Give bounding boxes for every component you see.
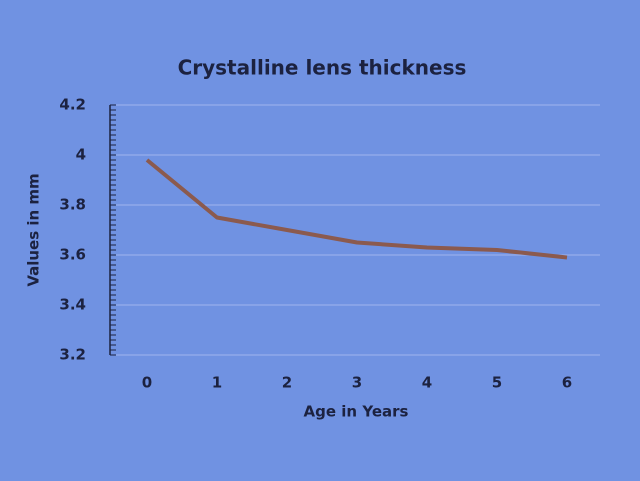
x-tick-label: 6	[562, 374, 572, 392]
y-tick-label: 3.8	[59, 196, 86, 214]
y-tick-label: 3.2	[59, 346, 86, 364]
x-tick-label: 4	[422, 374, 432, 392]
x-tick-label: 0	[142, 374, 152, 392]
x-tick-label: 1	[212, 374, 222, 392]
x-axis-label: Age in Years	[304, 403, 409, 421]
y-tick-label: 3.6	[59, 246, 86, 264]
x-tick-label: 3	[352, 374, 362, 392]
chart-title: Crystalline lens thickness	[178, 56, 467, 80]
data-line	[145, 158, 568, 260]
x-tick-label: 2	[282, 374, 292, 392]
y-axis-label: Values in mm	[25, 173, 43, 286]
y-tick-label: 4.2	[59, 96, 86, 114]
y-tick-label: 3.4	[59, 296, 86, 314]
y-tick-label: 4	[76, 146, 86, 164]
x-tick-label: 5	[492, 374, 502, 392]
